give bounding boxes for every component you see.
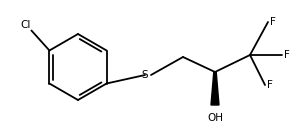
Text: S: S	[142, 70, 148, 80]
Polygon shape	[211, 72, 219, 105]
Text: F: F	[267, 80, 273, 90]
Text: F: F	[284, 50, 290, 60]
Text: Cl: Cl	[20, 19, 30, 30]
Text: F: F	[270, 17, 276, 27]
Text: OH: OH	[207, 113, 223, 123]
